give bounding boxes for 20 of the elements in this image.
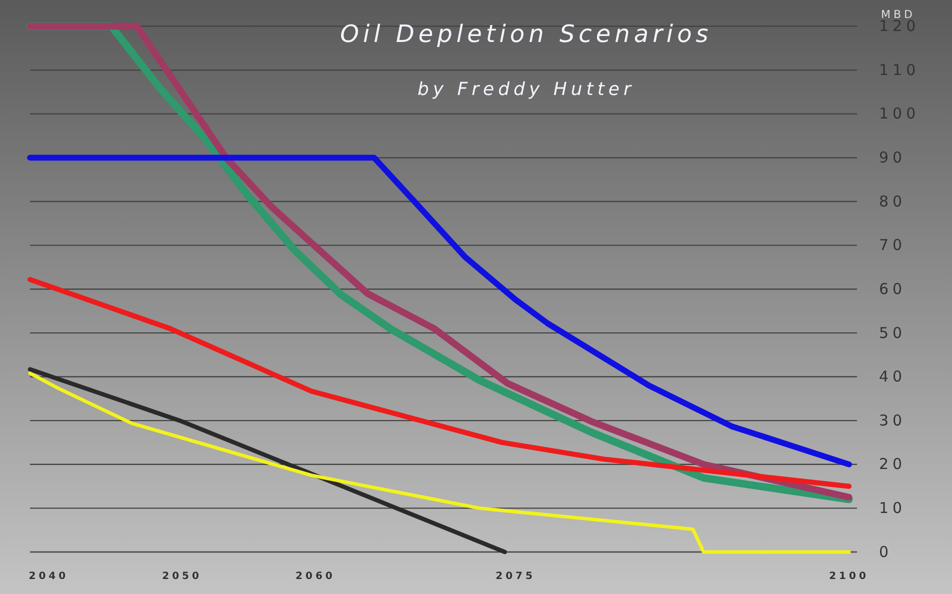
y-axis-title: MBD bbox=[881, 8, 916, 21]
y-tick-label: 100 bbox=[879, 104, 920, 123]
y-tick-label: 30 bbox=[879, 411, 906, 430]
x-tick-label: 2075 bbox=[496, 571, 536, 582]
text: by Freddy Hutter bbox=[418, 79, 635, 100]
line-series bbox=[28, 372, 851, 554]
y-tick-label: 70 bbox=[879, 236, 906, 254]
x-tick-label: 2040 bbox=[28, 571, 69, 582]
y-tick-label: 40 bbox=[879, 368, 906, 386]
y-tick-label: 0 bbox=[879, 542, 893, 561]
text: Oil Depletion Scenarios bbox=[340, 20, 712, 48]
y-tick-label: 80 bbox=[879, 192, 906, 210]
x-tick-label: 2100 bbox=[829, 571, 869, 582]
x-tick-label: 2060 bbox=[296, 571, 336, 582]
y-tick-label: 20 bbox=[879, 455, 906, 474]
y-tick-label: 60 bbox=[879, 280, 906, 298]
y-tick-label: 10 bbox=[879, 498, 906, 517]
y-tick-label: 90 bbox=[879, 148, 906, 167]
x-tick-label: 2050 bbox=[162, 571, 202, 582]
y-tick-label: 50 bbox=[879, 324, 906, 342]
